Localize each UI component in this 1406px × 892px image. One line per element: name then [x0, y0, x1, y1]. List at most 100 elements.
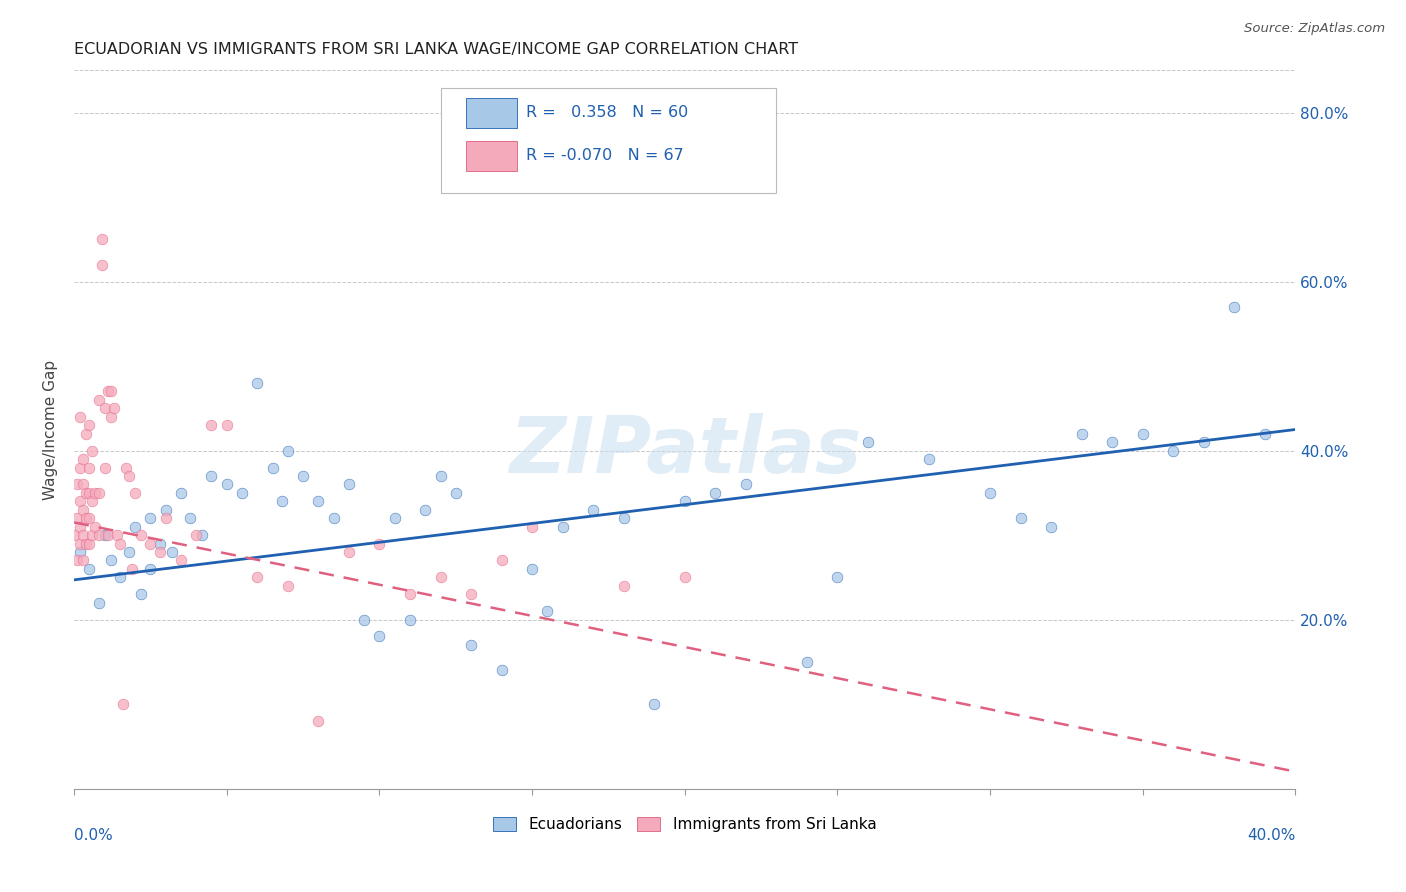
Point [191, 528, 214, 542]
Point [307, 714, 329, 728]
Point [399, 587, 422, 601]
Point [918, 452, 941, 467]
Point [246, 376, 269, 390]
Point [673, 570, 696, 584]
Point [551, 519, 574, 533]
Point [97, 528, 120, 542]
Point [368, 630, 391, 644]
Legend: Ecuadorians, Immigrants from Sri Lanka: Ecuadorians, Immigrants from Sri Lanka [486, 811, 883, 838]
Point [100, 553, 122, 567]
Point [75, 486, 97, 500]
Point [115, 460, 138, 475]
Point [307, 494, 329, 508]
Point [520, 519, 543, 533]
Point [82, 443, 104, 458]
Point [82, 494, 104, 508]
Point [69, 494, 91, 508]
Point [69, 545, 91, 559]
Point [66, 553, 89, 567]
Point [108, 536, 131, 550]
Point [1101, 435, 1123, 450]
Point [582, 502, 605, 516]
Point [100, 384, 122, 399]
Point [337, 545, 360, 559]
Point [75, 536, 97, 550]
Point [103, 401, 125, 416]
Text: R = -0.070   N = 67: R = -0.070 N = 67 [526, 148, 683, 163]
Point [72, 528, 94, 542]
Point [215, 418, 238, 433]
Point [1070, 426, 1092, 441]
Point [69, 460, 91, 475]
Point [63, 528, 86, 542]
Point [734, 477, 756, 491]
Point [1163, 443, 1185, 458]
Point [66, 477, 89, 491]
Point [384, 511, 406, 525]
Point [93, 401, 115, 416]
Point [186, 528, 208, 542]
Point [139, 536, 162, 550]
Point [93, 460, 115, 475]
Point [796, 655, 818, 669]
Point [79, 460, 101, 475]
Text: ECUADORIAN VS IMMIGRANTS FROM SRI LANKA WAGE/INCOME GAP CORRELATION CHART: ECUADORIAN VS IMMIGRANTS FROM SRI LANKA … [75, 42, 799, 57]
Text: 40.0%: 40.0% [1247, 828, 1295, 843]
Point [246, 570, 269, 584]
Point [704, 486, 727, 500]
Point [118, 545, 141, 559]
Point [79, 418, 101, 433]
Y-axis label: Wage/Income Gap: Wage/Income Gap [44, 359, 58, 500]
Point [139, 511, 162, 525]
Point [72, 452, 94, 467]
Point [72, 553, 94, 567]
Point [170, 553, 193, 567]
Point [413, 502, 436, 516]
Point [105, 528, 128, 542]
Point [520, 562, 543, 576]
Text: 0.0%: 0.0% [75, 828, 112, 843]
Point [155, 502, 177, 516]
Point [979, 486, 1001, 500]
Point [399, 613, 422, 627]
Point [69, 409, 91, 424]
Point [87, 486, 110, 500]
Point [1254, 426, 1277, 441]
Point [277, 579, 299, 593]
Point [292, 469, 315, 483]
FancyBboxPatch shape [467, 98, 517, 128]
Point [179, 511, 201, 525]
Point [460, 587, 482, 601]
Point [84, 486, 107, 500]
Point [149, 536, 172, 550]
Point [108, 570, 131, 584]
Point [1040, 519, 1063, 533]
Point [79, 486, 101, 500]
Point [79, 536, 101, 550]
Point [200, 418, 222, 433]
Point [491, 663, 513, 677]
Point [129, 528, 152, 542]
Point [429, 469, 451, 483]
Text: R =   0.358   N = 60: R = 0.358 N = 60 [526, 105, 689, 120]
Point [277, 443, 299, 458]
FancyBboxPatch shape [467, 141, 517, 171]
Point [84, 519, 107, 533]
Point [270, 494, 292, 508]
Point [93, 528, 115, 542]
Point [160, 545, 183, 559]
Point [460, 638, 482, 652]
Point [69, 519, 91, 533]
Point [613, 579, 636, 593]
Point [643, 697, 665, 711]
Point [613, 511, 636, 525]
Point [66, 511, 89, 525]
Point [129, 587, 152, 601]
Text: ZIPatlas: ZIPatlas [509, 413, 860, 489]
Point [121, 562, 143, 576]
Point [1223, 300, 1246, 314]
Point [82, 528, 104, 542]
Point [124, 519, 146, 533]
Point [72, 477, 94, 491]
Point [87, 596, 110, 610]
